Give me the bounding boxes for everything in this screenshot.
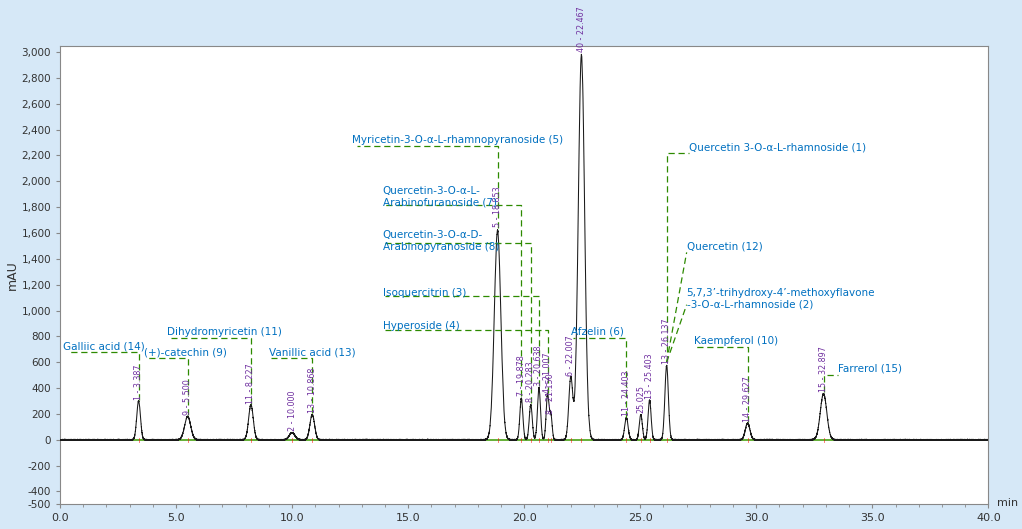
Text: Quercetin 3-O-α-L-rhamnoside (1): Quercetin 3-O-α-L-rhamnoside (1) xyxy=(689,143,866,153)
Text: 14 - 29.627: 14 - 29.627 xyxy=(743,376,752,422)
Text: Dihydromyricetin (11): Dihydromyricetin (11) xyxy=(167,327,282,337)
Text: 13 - 25.403: 13 - 25.403 xyxy=(645,353,654,399)
Text: Kaempferol (10): Kaempferol (10) xyxy=(694,336,778,346)
Text: 3 - 20.638: 3 - 20.638 xyxy=(535,345,544,386)
Text: Farrerol (15): Farrerol (15) xyxy=(837,363,901,373)
Text: 8 - 21.150: 8 - 21.150 xyxy=(547,373,555,414)
Text: 40 - 22.467: 40 - 22.467 xyxy=(577,6,586,52)
Text: 4 - 21.007: 4 - 21.007 xyxy=(543,352,552,393)
Text: 9 - 5.500: 9 - 5.500 xyxy=(183,379,192,415)
Text: 8 - 20.283: 8 - 20.283 xyxy=(526,362,536,403)
Text: Galliic acid (14): Galliic acid (14) xyxy=(63,341,145,351)
Text: 1 - 3.387: 1 - 3.387 xyxy=(134,365,143,400)
Text: 11 - 8.227: 11 - 8.227 xyxy=(246,363,256,404)
Text: 25.025: 25.025 xyxy=(637,385,645,413)
Text: Isoquercitrin (3): Isoquercitrin (3) xyxy=(382,288,466,298)
Text: 5,7,3’-trihydroxy-4’-methoxyflavone
-3-O-α-L-rhamnoside (2): 5,7,3’-trihydroxy-4’-methoxyflavone -3-O… xyxy=(687,288,875,309)
Text: 15 - 32.897: 15 - 32.897 xyxy=(819,346,828,392)
Text: (+)-catechin (9): (+)-catechin (9) xyxy=(143,348,227,358)
Text: Vanillic acid (13): Vanillic acid (13) xyxy=(269,348,356,358)
Text: 5 - 18.853: 5 - 18.853 xyxy=(493,187,502,227)
Text: Quercetin-3-O-α-D-
Arabinopyranoside (8): Quercetin-3-O-α-D- Arabinopyranoside (8) xyxy=(382,230,499,252)
Text: Quercetin-3-O-α-L-
Arabinofuranoside (7): Quercetin-3-O-α-L- Arabinofuranoside (7) xyxy=(382,186,497,207)
Y-axis label: mAU: mAU xyxy=(5,260,18,290)
Text: 2 - 10.000: 2 - 10.000 xyxy=(287,391,296,431)
Text: min: min xyxy=(996,498,1018,508)
Text: Afzelin (6): Afzelin (6) xyxy=(570,326,623,336)
Text: 13 - 10.868: 13 - 10.868 xyxy=(308,368,317,413)
Text: 6 - 22.007: 6 - 22.007 xyxy=(566,335,575,376)
Text: 7 - 19.878: 7 - 19.878 xyxy=(517,355,526,397)
Text: Quercetin (12): Quercetin (12) xyxy=(687,242,762,252)
Text: Myricetin-3-O-α-L-rhamnopyranoside (5): Myricetin-3-O-α-L-rhamnopyranoside (5) xyxy=(353,135,563,145)
Text: 11 - 24.403: 11 - 24.403 xyxy=(621,371,631,416)
Text: 13 - 26.137: 13 - 26.137 xyxy=(662,318,671,364)
Text: Hyperoside (4): Hyperoside (4) xyxy=(382,321,459,331)
